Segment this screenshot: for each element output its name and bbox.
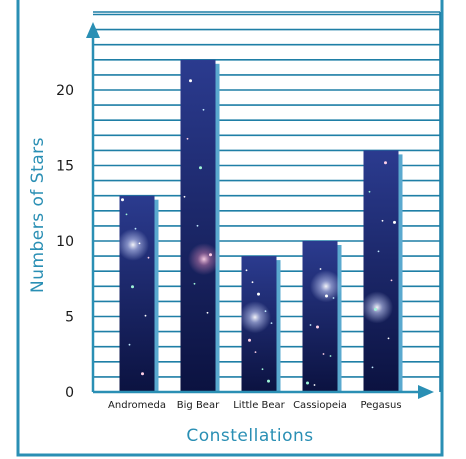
bar-little-bear [239,256,281,392]
star-dot [199,166,202,170]
star-dot [325,294,328,298]
star-dot [332,297,335,299]
y-axis-arrow [86,22,100,38]
bar-cassiopeia [302,241,342,392]
nebula-glow [188,243,220,276]
bar-andromeda [117,195,159,392]
x-category-label: Big Bear [177,400,220,411]
y-axis-title: Numbers of Stars [28,137,48,293]
star-dot [138,242,141,245]
star-dot [329,355,332,357]
star-dot [183,195,186,198]
star-dot [125,213,128,216]
star-dot [264,310,267,313]
star-dot [387,337,390,340]
axes [86,22,434,399]
x-category-labels: Andromeda Big Bear Little Bear Cassiopeia Pe… [108,400,401,411]
bars [117,59,403,393]
nebula-glow [361,291,393,324]
star-dot [254,351,257,353]
star-dot [316,325,319,329]
star-dot [134,227,137,230]
nebula-glow [117,228,149,261]
star-dot [313,384,316,386]
y-tick-labels: 0 5 10 15 20 [56,83,74,401]
star-dot [121,198,124,202]
star-dot [390,279,393,282]
x-category-label: Pegasus [360,400,401,411]
bar-pegasus [361,150,403,392]
star-dot [251,281,254,284]
star-dot [147,256,150,259]
bar [363,150,399,392]
x-category-label: Little Bear [233,400,285,411]
star-dot [261,368,264,371]
star-dot [209,253,212,257]
star-dot [381,219,384,222]
star-dot [189,79,192,83]
nebula-glow [239,301,271,334]
x-category-label: Andromeda [108,400,166,411]
star-dot [270,322,273,324]
star-dot [371,366,374,369]
star-dot [322,353,325,355]
star-dot [384,161,387,165]
x-axis-arrow [418,385,434,399]
star-dot [248,338,251,342]
star-dot [267,379,270,383]
star-dot [196,224,199,227]
y-tick-label: 5 [65,310,74,326]
x-axis-title: Constellations [186,426,313,446]
bar [119,195,155,392]
star-dot [206,311,209,314]
star-dot [309,324,312,326]
star-dot [128,343,131,346]
star-dot [306,381,309,385]
star-dot [245,269,248,272]
star-dot [186,137,189,140]
nebula-glow [310,270,342,303]
star-dot [393,220,396,224]
star-dot [374,307,377,311]
star-dot [202,108,205,111]
bar-big-bear [180,59,220,393]
y-tick-label: 0 [65,385,74,401]
star-dot [377,250,380,253]
bar [302,241,338,392]
y-tick-label: 15 [56,159,74,175]
star-dot [368,190,371,193]
y-tick-label: 20 [56,83,74,99]
star-dot [319,268,322,270]
y-tick-label: 10 [56,234,74,250]
star-dot [131,285,134,289]
star-dot [193,282,196,285]
star-dot [141,372,144,376]
x-category-label: Cassiopeia [293,400,347,411]
star-dot [257,292,260,296]
star-dot [144,314,147,317]
